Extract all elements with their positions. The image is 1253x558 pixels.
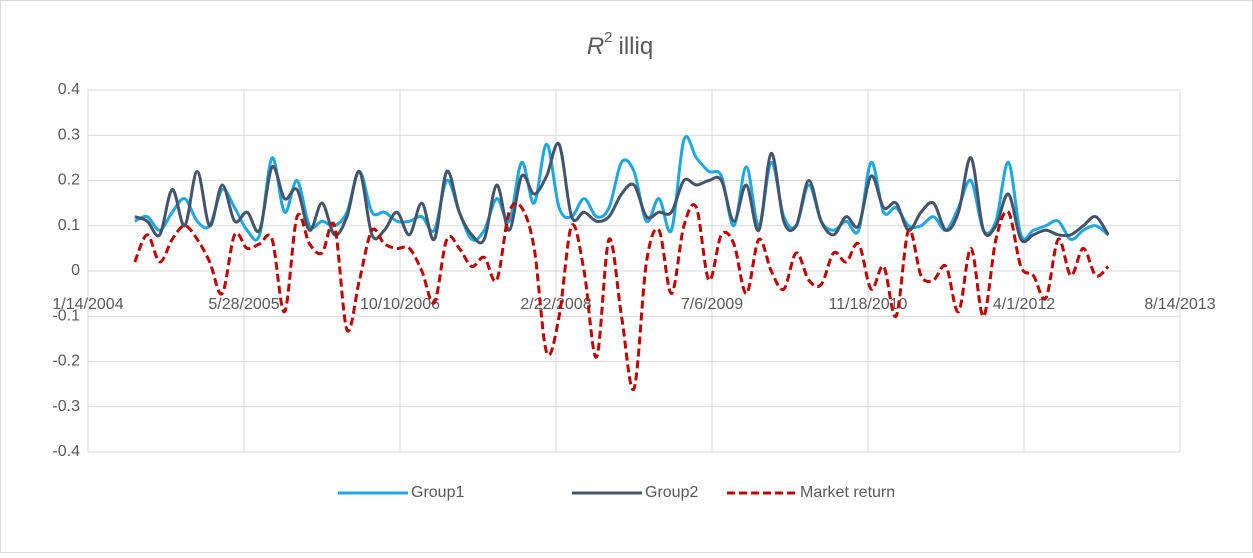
x-tick-label: 11/18/2010 [829,296,908,313]
x-tick-label: 1/14/2004 [52,296,123,313]
legend-label: Market return [800,484,895,501]
x-tick-label: 5/28/2005 [208,296,279,313]
series-line [134,141,1110,245]
title-symbol: R [587,33,604,60]
y-tick-label: 0.3 [58,126,80,143]
y-tick-label: -0.4 [52,443,80,460]
y-tick-label: 0.1 [58,217,80,234]
legend-label: Group2 [645,484,698,501]
chart-title: R2 illiq [587,29,653,60]
y-tick-label: -0.2 [52,353,80,370]
legend-label: Group1 [411,484,464,501]
title-text: illiq [619,33,654,60]
x-tick-label: 10/10/2006 [360,296,440,313]
x-tick-label: 2/22/2008 [520,296,591,313]
y-tick-label: 0 [71,262,80,279]
series-line [133,201,1110,391]
y-tick-label: -0.3 [52,398,80,415]
x-tick-label: 7/6/2009 [681,296,743,313]
x-tick-label: 8/14/2013 [1144,296,1215,313]
y-tick-label: -0.1 [52,307,80,324]
y-tick-label: 0.2 [58,172,80,189]
y-tick-label: 0.4 [58,81,80,98]
title-superscript: 2 [604,29,612,46]
x-tick-label: 4/1/2012 [993,296,1055,313]
